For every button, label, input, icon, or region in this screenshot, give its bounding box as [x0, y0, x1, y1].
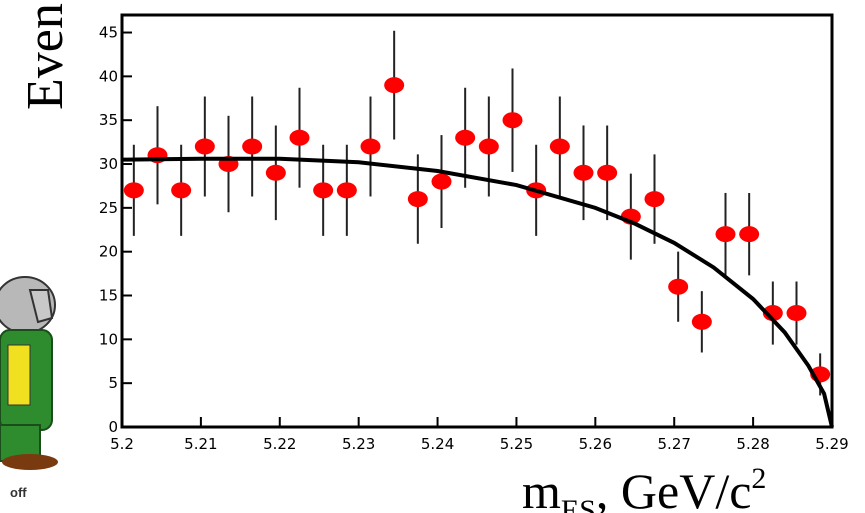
y-tick-label: 30 — [99, 155, 118, 173]
x-label-rest: , GeV/c — [596, 463, 752, 513]
data-point — [573, 164, 594, 181]
y-tick-label: 10 — [99, 330, 118, 348]
x-tick-label: 5.28 — [736, 435, 769, 453]
data-point — [739, 226, 760, 243]
data-point — [691, 313, 712, 330]
y-tick-label: 45 — [99, 24, 118, 42]
data-point — [644, 191, 665, 208]
fit-curve — [121, 156, 834, 428]
x-tick-label: 5.27 — [658, 435, 691, 453]
data-point — [407, 191, 428, 208]
data-point — [668, 278, 689, 295]
x-tick-label: 5.25 — [500, 435, 533, 453]
x-tick-label: 5.23 — [342, 435, 375, 453]
x-label-sup: 2 — [751, 462, 766, 495]
y-tick-label: 20 — [99, 243, 118, 261]
data-point — [431, 173, 452, 190]
data-point — [715, 226, 736, 243]
y-tick-label: 0 — [108, 418, 118, 436]
y-tick-label: 25 — [99, 199, 118, 217]
x-tick-label: 5.29 — [815, 435, 848, 453]
y-tick-label: 5 — [108, 374, 118, 392]
data-point — [597, 164, 618, 181]
x-tick-label: 5.21 — [184, 435, 217, 453]
data-point — [171, 182, 192, 199]
y-tick-label: 15 — [99, 287, 118, 305]
data-point — [313, 182, 334, 199]
x-tick-label: 5.22 — [263, 435, 296, 453]
data-point — [502, 112, 523, 129]
x-axis-label: mES, GeV/c2 — [522, 462, 766, 513]
data-point — [455, 129, 476, 146]
x-label-sub: ES — [561, 494, 596, 513]
data-point — [194, 138, 215, 155]
data-point — [549, 138, 570, 155]
data-point — [242, 138, 263, 155]
data-point — [289, 129, 310, 146]
data-point — [360, 138, 381, 155]
mascot — [0, 276, 58, 470]
data-point — [123, 182, 144, 199]
data-point — [265, 164, 286, 181]
x-tick-label: 5.24 — [421, 435, 454, 453]
x-tick-label: 5.26 — [579, 435, 612, 453]
x-label-main: m — [522, 463, 561, 513]
data-point — [384, 77, 405, 94]
data-point — [786, 305, 807, 322]
y-axis-label: Even — [17, 3, 74, 110]
logo-text: off — [10, 485, 27, 500]
y-tick-label: 40 — [99, 67, 118, 85]
plot-frame — [120, 13, 834, 429]
data-point — [478, 138, 499, 155]
data-point — [336, 182, 357, 199]
y-tick-label: 35 — [99, 111, 118, 129]
x-tick-label: 5.2 — [110, 435, 134, 453]
